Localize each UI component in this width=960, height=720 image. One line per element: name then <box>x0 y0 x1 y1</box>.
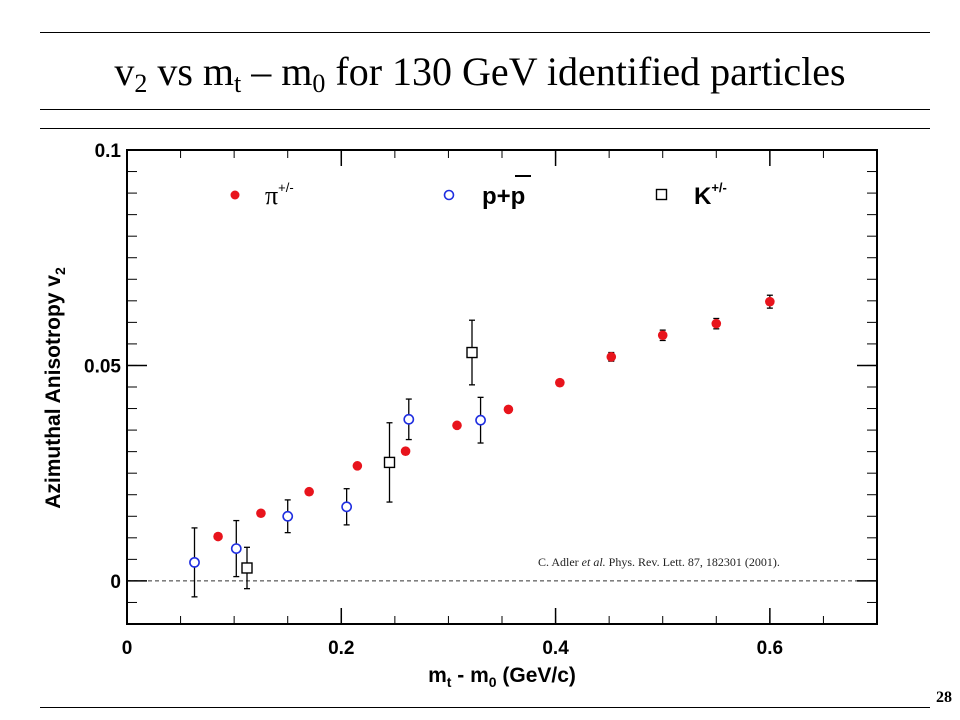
pion-point <box>711 318 722 329</box>
title-v-subscript: 2 <box>134 69 148 98</box>
proton-point <box>341 501 353 513</box>
x-axis-label-minus-m: - m <box>451 664 488 687</box>
bottom-rule <box>40 707 930 708</box>
kaon-point <box>383 456 396 469</box>
pion-point <box>352 461 363 471</box>
kaon-point <box>241 562 253 574</box>
x-tick-label: 0 <box>122 638 133 659</box>
legend-kaon-charge: +/- <box>711 180 727 195</box>
legend-proton-label: p+p <box>482 183 525 210</box>
title-minus-m: – m <box>241 49 313 94</box>
pion-point <box>657 330 668 341</box>
x-axis-label: mt - m0 (GeV/c) <box>428 664 576 690</box>
x-axis-label-0-subscript: 0 <box>489 674 497 690</box>
slide-number: 28 <box>936 689 952 706</box>
x-axis-label-m: m <box>428 664 447 687</box>
x-tick-label: 0.6 <box>757 638 783 659</box>
title-rest: for 130 GeV identified particles <box>325 49 846 94</box>
pion-point <box>503 404 514 415</box>
legend-proton-marker <box>443 189 455 201</box>
legend: π+/- p+p K+/- <box>230 175 727 210</box>
x-axis-label-units: (GeV/c) <box>497 664 576 687</box>
proton-point <box>475 414 486 426</box>
x-tick-label: 0.4 <box>542 638 569 659</box>
legend-pion-label: π+/- <box>265 180 294 210</box>
citation-authors: C. Adler <box>538 555 582 569</box>
pion-point <box>400 446 411 457</box>
pion-point <box>304 486 314 497</box>
title-m0-subscript: 0 <box>312 69 326 98</box>
legend-pion-charge: +/- <box>278 180 294 195</box>
pion-point <box>452 420 462 431</box>
axis-ticks: 0 0.2 0.4 0.6 0 0.05 0.1 <box>84 141 878 659</box>
y-tick-label: 0.05 <box>84 356 121 377</box>
y-tick-label: 0.1 <box>95 141 122 162</box>
legend-kaon-marker <box>655 188 668 201</box>
y-axis-label: Azimuthal Anisotropy v2 <box>42 267 68 509</box>
citation-et-al: et al. <box>582 555 606 569</box>
y-axis-label-main: Azimuthal Anisotropy v <box>42 275 65 509</box>
citation: C. Adler et al. Phys. Rev. Lett. 87, 182… <box>538 555 780 569</box>
proton-point <box>282 510 294 522</box>
x-tick-label: 0.2 <box>328 638 354 659</box>
y-tick-label: 0 <box>110 572 121 593</box>
data-points <box>189 294 775 598</box>
proton-point <box>403 413 415 425</box>
kaon-point <box>466 346 478 359</box>
x-axis-label-t-subscript: t <box>447 674 452 690</box>
title-mt-subscript: t <box>234 69 242 98</box>
title-underline-lower <box>40 128 930 129</box>
pion-point <box>256 508 266 519</box>
proton-point <box>189 556 200 568</box>
legend-kaon-symbol: K <box>694 183 712 210</box>
top-rule <box>40 32 930 33</box>
slide-title: v2 vs mt – m0 for 130 GeV identified par… <box>0 46 960 98</box>
pion-point <box>606 352 617 362</box>
pion-point <box>555 377 565 388</box>
citation-reference: Phys. Rev. Lett. 87, 182301 (2001). <box>606 555 780 569</box>
y-axis-label-subscript: 2 <box>52 267 68 275</box>
proton-point <box>230 543 242 554</box>
title-v: v <box>114 49 135 94</box>
pion-point <box>213 531 223 542</box>
pion-point <box>765 296 775 307</box>
title-vs-m: vs m <box>147 49 235 94</box>
title-underline-upper <box>40 109 930 110</box>
legend-kaon-label: K+/- <box>694 180 727 210</box>
legend-pion-marker <box>230 190 240 200</box>
legend-pion-symbol: π <box>265 181 278 210</box>
